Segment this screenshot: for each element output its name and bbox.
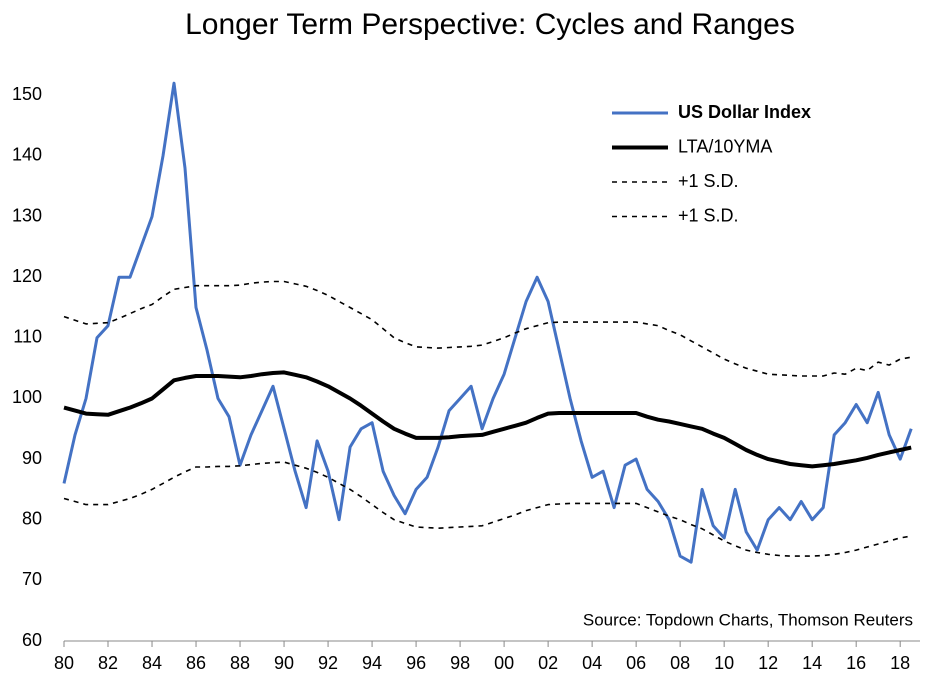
y-tick-label: 150 [12, 84, 42, 104]
x-tick-label: 98 [450, 653, 470, 673]
x-tick-label: 16 [846, 653, 866, 673]
x-tick-label: 08 [670, 653, 690, 673]
chart-title: Longer Term Perspective: Cycles and Rang… [185, 8, 795, 41]
x-tick-label: 96 [406, 653, 426, 673]
x-tick-label: 80 [54, 653, 74, 673]
x-tick-label: 14 [802, 653, 822, 673]
x-tick-label: 86 [186, 653, 206, 673]
x-tick-label: 82 [98, 653, 118, 673]
y-tick-label: 130 [12, 205, 42, 225]
y-tick-label: 110 [13, 327, 42, 347]
y-tick-label: 80 [22, 508, 42, 528]
series-line [63, 280, 912, 377]
x-tick-label: 88 [230, 653, 250, 673]
x-tick-label: 02 [538, 653, 558, 673]
x-tick-label: 04 [582, 653, 602, 673]
x-tick-label: 84 [142, 653, 162, 673]
series-line [62, 81, 913, 564]
series-line [63, 461, 912, 557]
y-tick-label: 140 [12, 145, 42, 165]
x-tick-label: 92 [318, 653, 338, 673]
y-tick-label: 60 [22, 630, 42, 650]
legend-label: +1 S.D. [678, 171, 739, 191]
source-note: Source: Topdown Charts, Thomson Reuters [583, 610, 913, 629]
y-tick-label: 70 [22, 569, 42, 589]
x-tick-label: 18 [890, 653, 910, 673]
series-line [63, 370, 912, 469]
y-tick-label: 120 [12, 266, 42, 286]
y-tick-label: 90 [22, 448, 42, 468]
x-tick-label: 12 [758, 653, 778, 673]
x-tick-label: 10 [714, 653, 734, 673]
x-tick-label: 94 [362, 653, 382, 673]
legend-label: +1 S.D. [678, 205, 739, 225]
legend-label: US Dollar Index [678, 102, 811, 122]
x-tick-label: 00 [494, 653, 514, 673]
y-tick-label: 100 [12, 387, 42, 407]
x-tick-label: 90 [274, 653, 294, 673]
legend-label: LTA/10YMA [678, 136, 772, 156]
x-tick-label: 06 [626, 653, 646, 673]
